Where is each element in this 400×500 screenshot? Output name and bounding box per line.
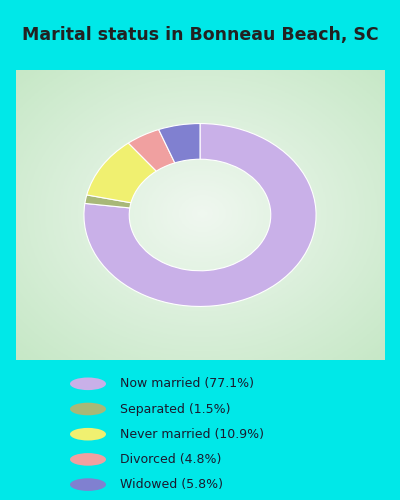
Text: Separated (1.5%): Separated (1.5%) (120, 402, 230, 415)
Text: Widowed (5.8%): Widowed (5.8%) (120, 478, 223, 491)
Wedge shape (159, 124, 200, 163)
Text: Now married (77.1%): Now married (77.1%) (120, 378, 254, 390)
Text: Marital status in Bonneau Beach, SC: Marital status in Bonneau Beach, SC (22, 26, 378, 44)
Circle shape (70, 478, 106, 491)
Wedge shape (87, 143, 156, 203)
Wedge shape (84, 124, 316, 306)
Circle shape (70, 453, 106, 466)
Wedge shape (128, 130, 175, 171)
Text: Never married (10.9%): Never married (10.9%) (120, 428, 264, 440)
Circle shape (70, 402, 106, 415)
Wedge shape (85, 195, 131, 208)
Circle shape (70, 428, 106, 440)
Circle shape (70, 378, 106, 390)
Text: Divorced (4.8%): Divorced (4.8%) (120, 453, 221, 466)
